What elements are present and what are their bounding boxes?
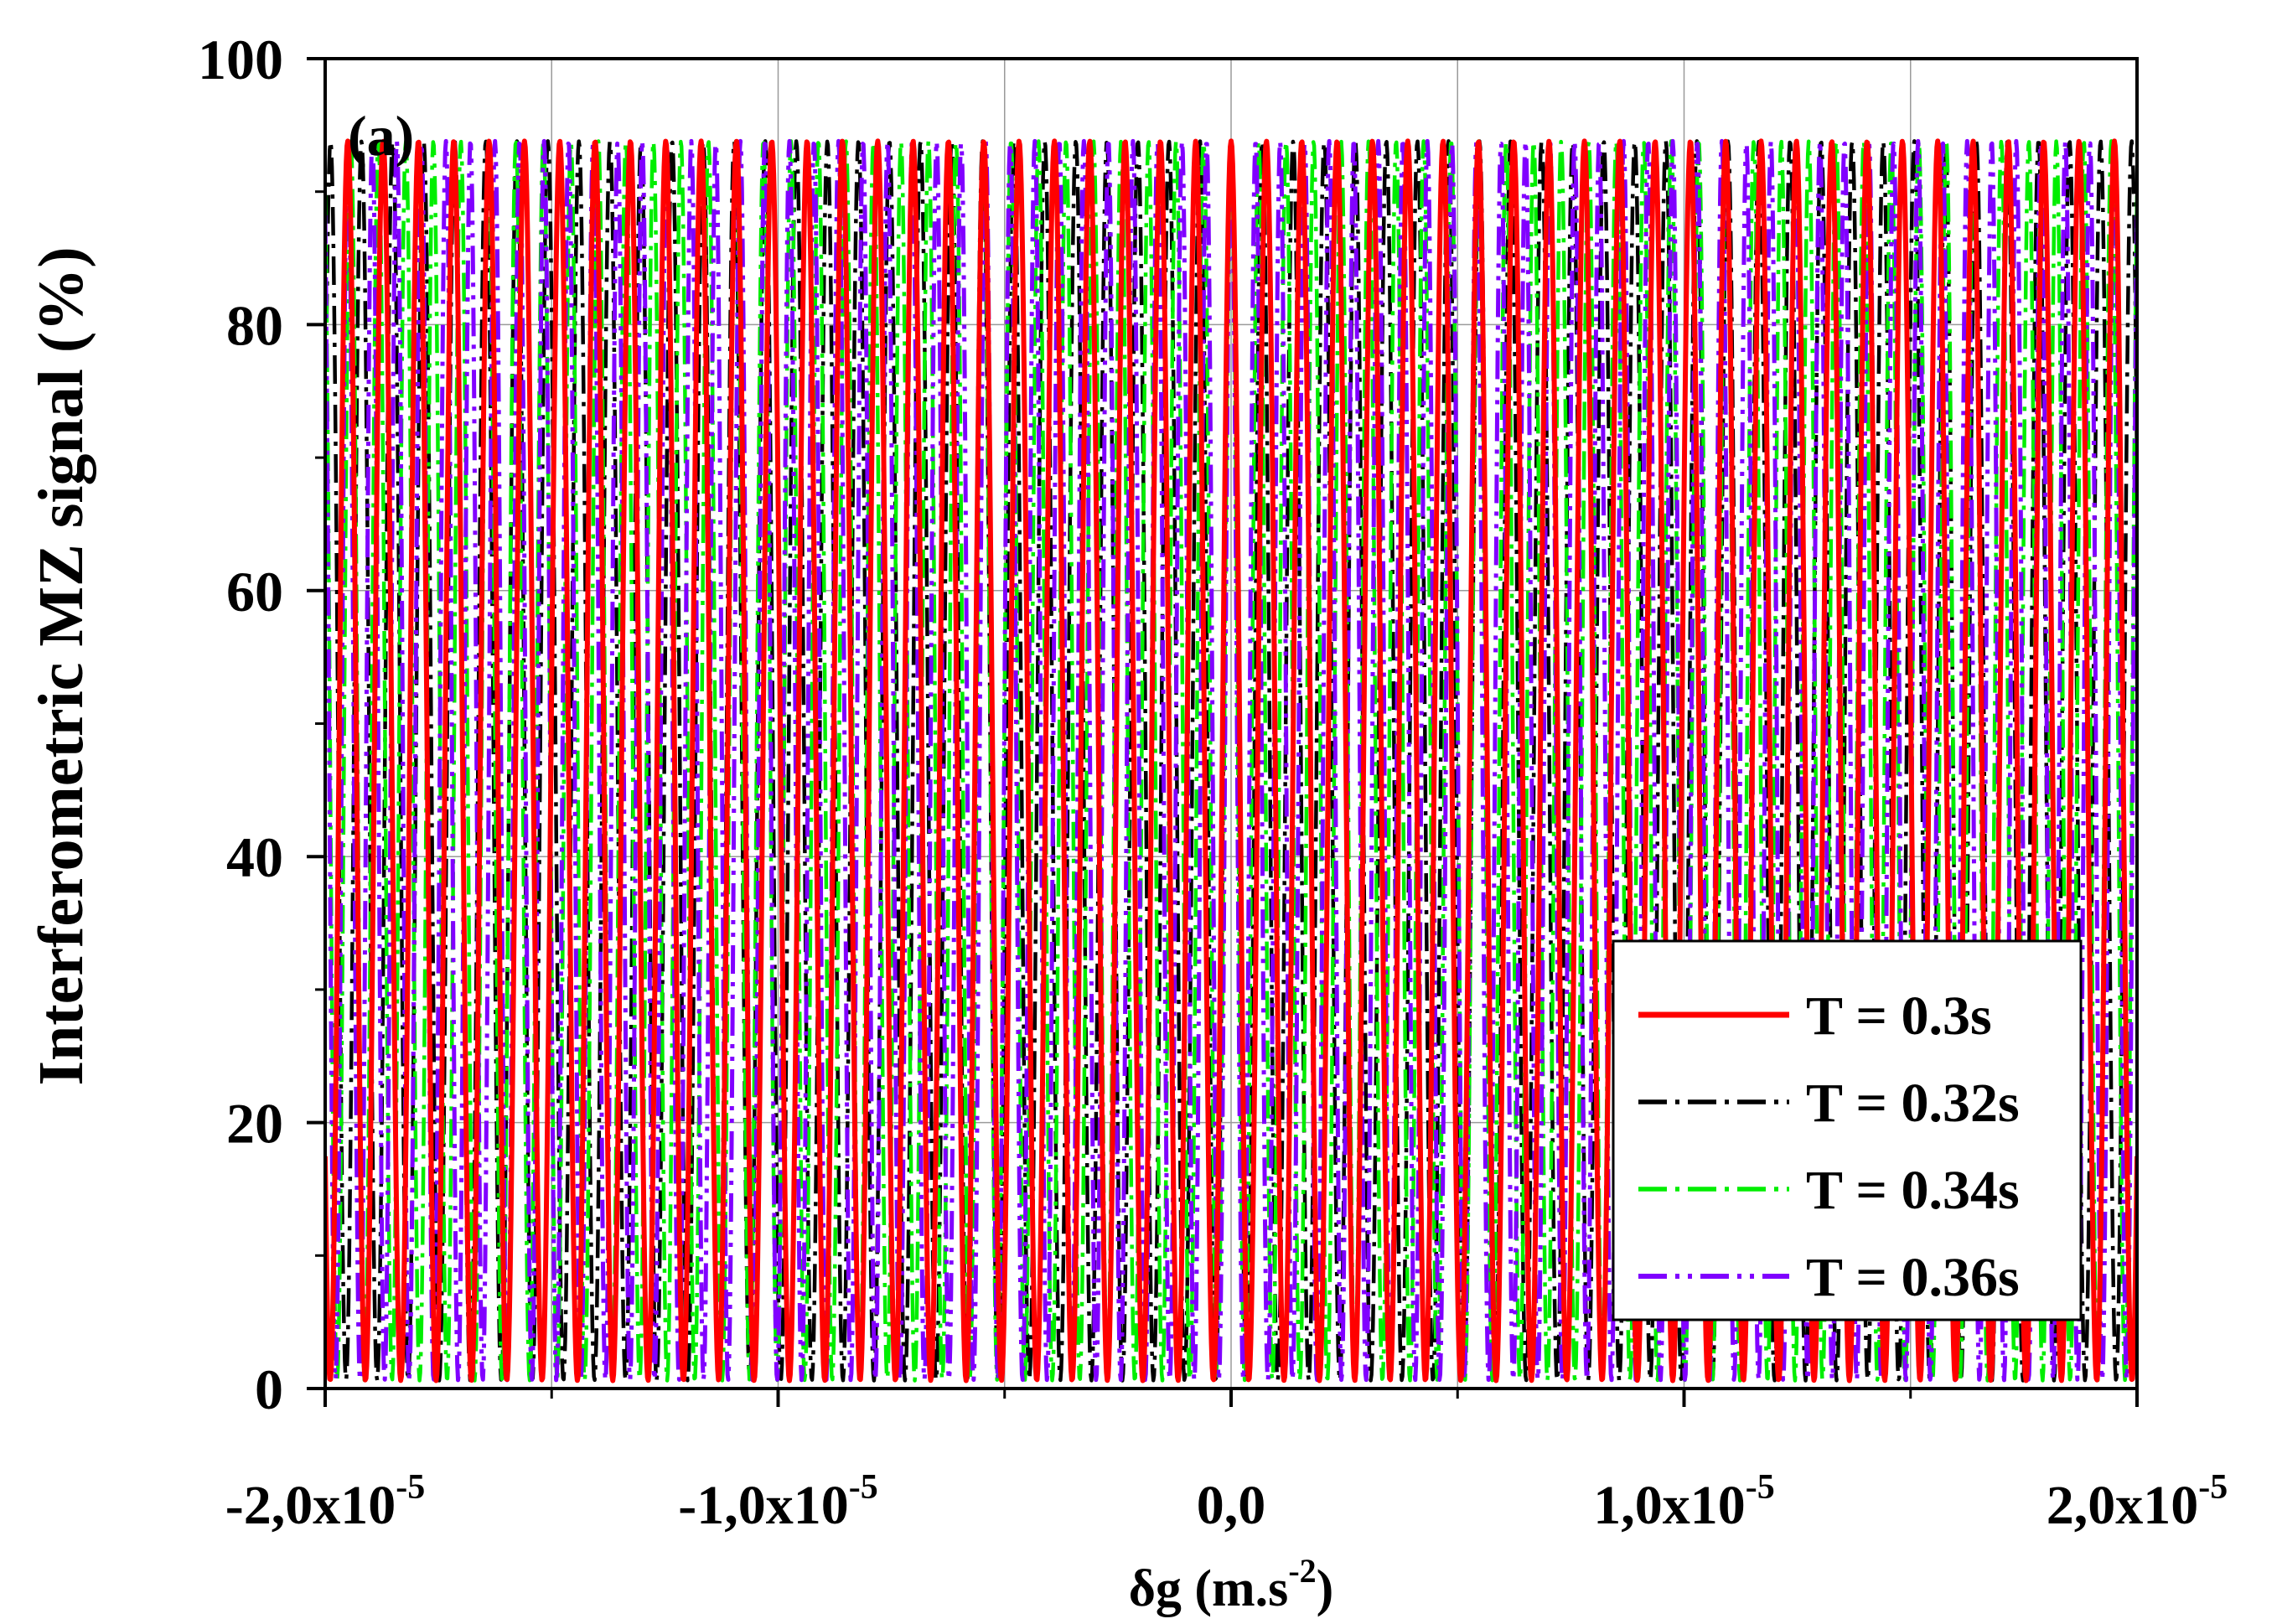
y-tick-label: 0 [255,1358,283,1421]
legend-box [1612,939,2083,1321]
x-tick-exponent: -5 [396,1468,425,1507]
x-tick-exponent: -5 [1746,1468,1775,1507]
x-tick-exponent: -5 [849,1468,878,1507]
y-tick-label: 60 [226,560,283,623]
legend-label: T = 0.36s [1806,1247,2020,1308]
x-tick-label: 1,0x10-5 [1593,1468,1775,1536]
x-tick-labels: -2,0x10-5 -1,0x10-5 0,0 1,0x10-5 2,0x10-5 [225,1468,2228,1536]
legend-label: T = 0.3s [1806,985,1992,1047]
y-tick-label: 100 [198,28,283,91]
x-axis-label: δg (m.s-2) [1129,1552,1334,1617]
y-tick-label: 80 [226,293,283,357]
x-axis-label-exponent: -2 [1288,1552,1316,1590]
x-tick-mantissa: -1,0x10 [678,1475,848,1536]
legend: T = 0.3s T = 0.32s T = 0.34s T = 0.36s [1612,939,2083,1321]
y-tick-labels: 0 20 40 60 80 100 [198,28,283,1421]
x-tick-label: -2,0x10-5 [225,1468,425,1536]
x-axis-label-suffix: ) [1317,1560,1334,1617]
y-axis-label: Interferometric MZ signal (%) [26,246,96,1085]
y-tick-label: 20 [226,1092,283,1156]
legend-label: T = 0.32s [1806,1073,2020,1134]
y-tick-label: 40 [226,825,283,889]
axis-ticks [307,57,2139,1407]
x-tick-label: -1,0x10-5 [678,1468,877,1536]
legend-label: T = 0.34s [1806,1160,2020,1221]
x-tick-mantissa: 0,0 [1197,1475,1266,1536]
x-tick-label: 2,0x10-5 [2047,1468,2228,1536]
x-tick-label: 0,0 [1197,1475,1266,1536]
x-tick-mantissa: 1,0x10 [1593,1475,1746,1536]
panel-label: (a) [348,104,414,168]
x-tick-exponent: -5 [2198,1468,2228,1507]
x-axis-label-text: δg (m.s [1129,1560,1289,1617]
x-tick-mantissa: 2,0x10 [2047,1475,2199,1536]
series-line-t-0-3s [325,138,2137,1384]
x-tick-mantissa: -2,0x10 [225,1475,396,1536]
